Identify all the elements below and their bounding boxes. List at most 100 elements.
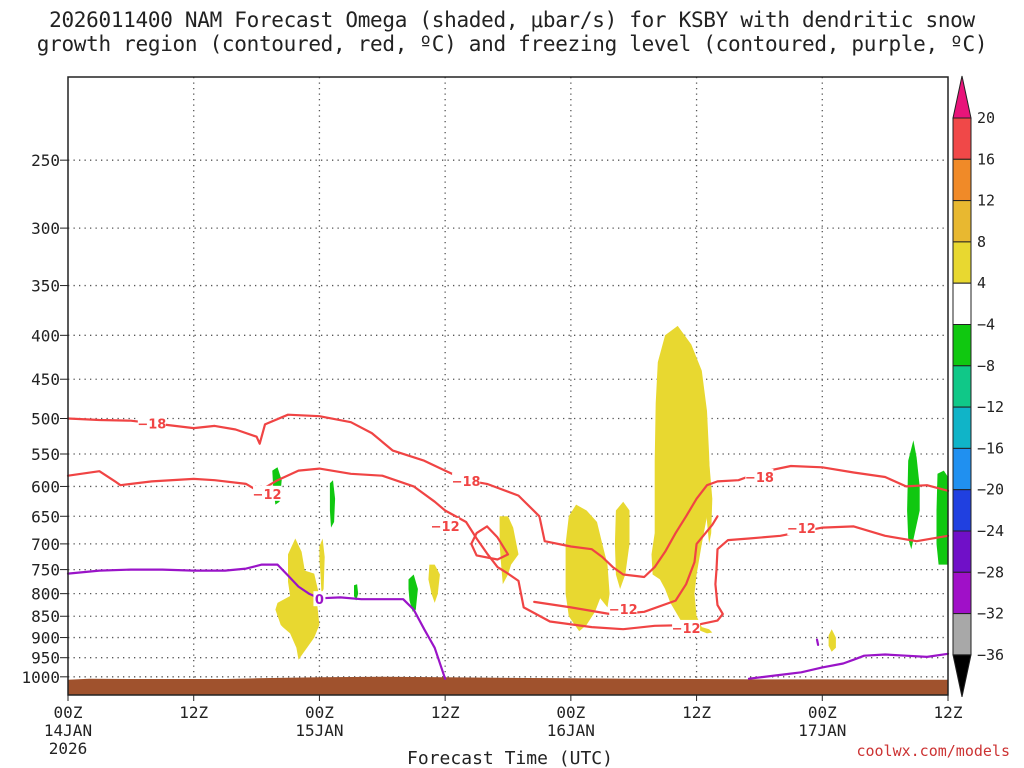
omega-region-2 — [428, 564, 440, 603]
colorbar-box — [952, 530, 972, 573]
colorbar-box — [952, 489, 972, 532]
contour-label-bg — [745, 469, 774, 485]
omega-region-5 — [614, 501, 630, 589]
plot-background — [68, 77, 948, 695]
colorbar-label: −12 — [977, 398, 1004, 416]
omega-region-3 — [499, 516, 519, 585]
x-tick-label: 12Z — [179, 703, 208, 722]
y-tick-label: 700 — [31, 535, 60, 554]
credit-text: coolwx.com/models — [856, 742, 1010, 760]
x-tick-label: 12Z — [934, 703, 963, 722]
contour-label-bg — [452, 472, 481, 488]
contour-line-6 — [815, 638, 820, 646]
omega-region-14 — [936, 470, 948, 565]
contour-label: −12 — [787, 522, 816, 537]
y-tick-label: 450 — [31, 370, 60, 389]
omega-region-12 — [408, 574, 418, 612]
omega-region-13 — [907, 440, 920, 550]
contour-label: −12 — [253, 488, 282, 503]
x-tick-label: 12Z — [431, 703, 460, 722]
colorbar-label: −8 — [977, 357, 995, 375]
y-tick-label: 900 — [31, 629, 60, 648]
y-tick-label: 850 — [31, 607, 60, 626]
omega-region-8 — [828, 629, 836, 652]
contour-label-bg — [431, 517, 460, 533]
x-tick-label: 00Z — [54, 703, 83, 722]
y-tick-label: 750 — [31, 561, 60, 580]
plot-frame — [67, 76, 949, 696]
y-tick-label: 500 — [31, 409, 60, 428]
y-tick-label: 550 — [31, 445, 60, 464]
omega-region-0 — [275, 538, 320, 660]
colorbar-label: 8 — [977, 233, 986, 251]
x-tick-label: 12Z — [682, 703, 711, 722]
x-tick-label: 00Z — [808, 703, 837, 722]
colorbar-bottom-arrow — [952, 654, 972, 698]
colorbar-box — [952, 613, 972, 656]
contour-label: −12 — [431, 520, 460, 535]
y-tick-label: 1000 — [21, 668, 60, 687]
x-tick-date: 15JAN — [295, 721, 343, 740]
contour-label-bg — [609, 601, 638, 617]
y-tick-label: 600 — [31, 477, 60, 496]
colorbar-label: −28 — [977, 563, 1004, 581]
contour-label: −12 — [672, 622, 701, 637]
omega-region-1 — [319, 538, 325, 594]
colorbar-label: −20 — [977, 481, 1004, 499]
contour-labels: −18 −18 −18 −12 −12 −12 −12 −12 0 — [137, 415, 816, 637]
y-tick-label: 250 — [31, 151, 60, 170]
x-tick-year: 2026 — [49, 739, 88, 758]
colorbar-label: −4 — [977, 316, 995, 334]
colorbar-box — [952, 447, 972, 491]
contour-label: 0 — [315, 593, 324, 608]
contour-line-2 — [533, 515, 719, 616]
contour-label: −18 — [137, 418, 166, 433]
contour-label-bg — [253, 485, 282, 501]
y-tick-label: 400 — [31, 326, 60, 345]
contour-line-3 — [470, 525, 510, 561]
y-tick-label: 650 — [31, 507, 60, 526]
colorbar-top-arrow — [952, 75, 972, 119]
terrain-surface — [68, 676, 948, 695]
contour-label-bg — [137, 415, 166, 431]
colorbar-box — [952, 117, 972, 160]
contour-label: −18 — [452, 475, 481, 490]
colorbar-label: 4 — [977, 274, 986, 292]
contour-line-1 — [66, 467, 950, 631]
colorbar-box — [952, 158, 972, 202]
y-tick-label: 950 — [31, 649, 60, 668]
colorbar-box — [952, 241, 972, 284]
y-tick-label: 350 — [31, 277, 60, 296]
x-tick-label: 00Z — [305, 703, 334, 722]
x-tick-label: 00Z — [556, 703, 585, 722]
omega-region-4 — [565, 504, 610, 632]
colorbar-box — [952, 406, 972, 449]
colorbar-label: −16 — [977, 439, 1004, 457]
contour-line-5 — [747, 652, 950, 680]
omega-region-7 — [705, 460, 713, 544]
colorbar-label: 16 — [977, 150, 995, 168]
x-axis-title: Forecast Time (UTC) — [407, 748, 613, 768]
terrain-fill — [68, 676, 948, 695]
colorbar-label: −36 — [977, 646, 1004, 664]
contour-label: −12 — [609, 603, 638, 618]
contour-label-bg — [787, 520, 816, 536]
omega-region-10 — [329, 480, 336, 528]
x-tick-date: 14JAN — [44, 721, 92, 740]
colorbar-box — [952, 200, 972, 243]
chart-title-line-2: growth region (contoured, red, ºC) and f… — [36, 32, 988, 56]
colorbar-label: 20 — [977, 109, 995, 127]
y-axis-ticks: 250 300 350 400 450 500 550 600 650 700 750 800 850 9… — [21, 151, 68, 687]
x-tick-date: 16JAN — [547, 721, 595, 740]
x-tick-date: 17JAN — [798, 721, 846, 740]
contour-line-4 — [66, 563, 447, 680]
colorbar-label: −24 — [977, 522, 1004, 540]
contour-label-bg — [313, 591, 326, 607]
colorbar-label: 12 — [977, 192, 995, 210]
colorbar-box — [952, 282, 972, 326]
omega-region-11 — [354, 584, 359, 601]
y-tick-label: 800 — [31, 585, 60, 604]
colorbar-box — [952, 571, 972, 615]
